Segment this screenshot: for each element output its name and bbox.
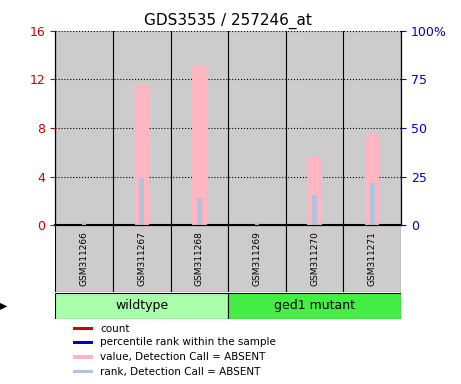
Text: GSM311266: GSM311266 bbox=[80, 231, 89, 286]
Bar bbox=[254, 222, 259, 225]
Text: GSM311268: GSM311268 bbox=[195, 231, 204, 286]
Bar bbox=[192, 66, 207, 225]
FancyBboxPatch shape bbox=[228, 225, 286, 292]
Bar bbox=[228, 31, 286, 225]
Bar bbox=[73, 370, 93, 374]
FancyBboxPatch shape bbox=[55, 293, 228, 319]
Bar bbox=[55, 31, 113, 225]
FancyBboxPatch shape bbox=[228, 293, 401, 319]
Text: rank, Detection Call = ABSENT: rank, Detection Call = ABSENT bbox=[100, 367, 260, 377]
Bar bbox=[73, 341, 93, 344]
Bar bbox=[370, 183, 374, 225]
Bar bbox=[135, 85, 149, 225]
Bar bbox=[82, 221, 86, 225]
Text: count: count bbox=[100, 323, 130, 333]
Bar bbox=[307, 157, 322, 225]
Bar bbox=[171, 31, 228, 225]
Text: wildtype: wildtype bbox=[115, 299, 168, 312]
Text: GSM311267: GSM311267 bbox=[137, 231, 146, 286]
FancyBboxPatch shape bbox=[343, 225, 401, 292]
Bar bbox=[73, 327, 93, 330]
Bar bbox=[343, 31, 401, 225]
Bar bbox=[365, 134, 379, 225]
Bar bbox=[113, 31, 171, 225]
Title: GDS3535 / 257246_at: GDS3535 / 257246_at bbox=[144, 13, 312, 29]
Bar bbox=[139, 178, 144, 225]
Text: GSM311271: GSM311271 bbox=[368, 231, 377, 286]
Bar bbox=[313, 195, 317, 225]
Bar bbox=[73, 355, 93, 359]
Text: ged1 mutant: ged1 mutant bbox=[274, 299, 355, 312]
Bar bbox=[286, 31, 343, 225]
Text: GSM311269: GSM311269 bbox=[253, 231, 261, 286]
Bar bbox=[197, 199, 202, 225]
Text: genotype/variation ▶: genotype/variation ▶ bbox=[0, 301, 7, 311]
Text: percentile rank within the sample: percentile rank within the sample bbox=[100, 338, 276, 348]
Text: GSM311270: GSM311270 bbox=[310, 231, 319, 286]
FancyBboxPatch shape bbox=[171, 225, 228, 292]
FancyBboxPatch shape bbox=[286, 225, 343, 292]
FancyBboxPatch shape bbox=[55, 225, 113, 292]
Text: value, Detection Call = ABSENT: value, Detection Call = ABSENT bbox=[100, 352, 266, 362]
FancyBboxPatch shape bbox=[113, 225, 171, 292]
